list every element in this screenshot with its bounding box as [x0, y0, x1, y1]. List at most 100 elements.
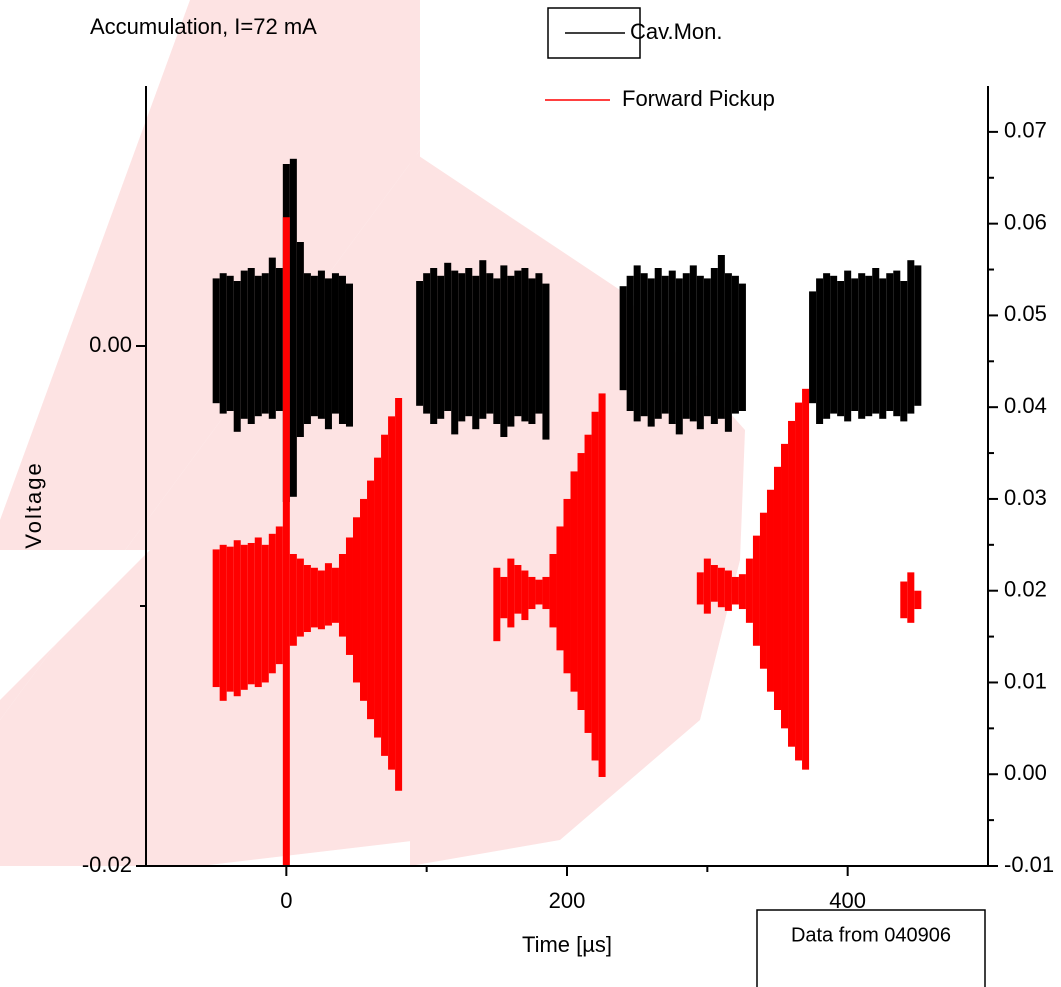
- range-bar: [661, 275, 669, 414]
- range-bar: [458, 273, 466, 422]
- range-bar: [570, 471, 578, 692]
- range-bar: [717, 255, 725, 419]
- range-bar: [493, 567, 501, 642]
- range-bar: [710, 565, 718, 602]
- range-bar: [851, 278, 859, 411]
- range-bar: [268, 533, 276, 674]
- range-bar: [493, 278, 501, 424]
- y2-tick-label: 0.01: [1004, 668, 1047, 693]
- range-bar: [872, 268, 880, 414]
- range-bar: [675, 278, 683, 435]
- range-bar: [759, 512, 767, 669]
- range-bar: [275, 526, 283, 665]
- y2-tick-label: 0.05: [1004, 301, 1047, 326]
- range-bar: [914, 265, 922, 406]
- range-bar: [900, 281, 908, 422]
- range-bar: [226, 275, 234, 411]
- range-bar: [724, 570, 732, 611]
- range-bar: [731, 275, 739, 414]
- range-bar: [717, 567, 725, 608]
- range-bar: [731, 576, 739, 605]
- x-tick-label: 200: [549, 888, 586, 913]
- y2-tick-label: 0.00: [1004, 760, 1047, 785]
- range-bar: [886, 273, 894, 411]
- range-bar: [381, 434, 389, 756]
- y2-tick-label: 0.02: [1004, 577, 1047, 602]
- range-bar: [703, 278, 711, 417]
- range-bar: [500, 265, 508, 437]
- range-bar: [773, 466, 782, 710]
- range-bar: [879, 278, 887, 419]
- range-bar: [233, 540, 241, 697]
- range-bar: [233, 281, 241, 432]
- range-bar: [254, 537, 262, 688]
- range-bar: [444, 262, 452, 411]
- y-tick-label: 0.00: [89, 332, 132, 357]
- y2-tick-label: 0.03: [1004, 485, 1047, 510]
- range-bar: [823, 273, 831, 419]
- range-bar: [395, 398, 403, 791]
- range-bar: [212, 549, 220, 688]
- range-bar: [367, 480, 375, 720]
- range-bar: [521, 570, 529, 621]
- range-bar: [710, 268, 718, 424]
- range-bar: [423, 273, 431, 414]
- range-bar: [479, 260, 487, 419]
- range-bar: [703, 558, 711, 614]
- range-bar: [549, 554, 557, 628]
- range-bar: [858, 273, 866, 419]
- range-bar: [668, 270, 676, 424]
- range-bar: [331, 273, 339, 414]
- range-bar: [802, 388, 810, 770]
- range-bar: [465, 268, 473, 417]
- range-bar: [416, 281, 424, 406]
- range-bar: [689, 265, 697, 422]
- range-bar: [472, 275, 480, 430]
- range-bar: [282, 217, 290, 867]
- range-bar: [507, 275, 515, 427]
- legend: Cav.Mon. Forward Pickup: [545, 19, 775, 111]
- legend-label: Cav.Mon.: [630, 19, 723, 44]
- range-bar: [317, 270, 325, 419]
- range-bar: [563, 498, 571, 674]
- range-bar: [781, 443, 789, 729]
- y-axis-label: Voltage: [21, 461, 46, 548]
- range-bar: [388, 416, 396, 770]
- legend-label: Forward Pickup: [622, 86, 775, 111]
- range-bar: [542, 576, 550, 610]
- range-bar: [598, 393, 606, 777]
- range-bar: [430, 268, 438, 424]
- range-bar: [219, 544, 227, 701]
- range-bar: [514, 270, 522, 417]
- range-bar: [626, 275, 634, 411]
- range-bar: [619, 286, 627, 391]
- range-bar: [844, 270, 852, 422]
- range-bar: [247, 268, 255, 424]
- range-bar: [584, 434, 592, 733]
- range-bar: [310, 275, 318, 417]
- range-bar: [240, 544, 248, 690]
- range-bar: [696, 572, 704, 605]
- range-bar: [219, 273, 227, 414]
- range-bar: [303, 565, 311, 632]
- range-bar: [345, 283, 353, 427]
- range-bar: [437, 275, 445, 419]
- y2-tick-label: -0.01: [1004, 852, 1054, 877]
- range-bar: [268, 257, 276, 419]
- range-bar: [500, 576, 508, 619]
- range-bar: [528, 278, 536, 424]
- range-bar: [360, 498, 368, 701]
- note-box: [756, 909, 986, 987]
- range-bar: [345, 537, 353, 655]
- range-bar: [296, 558, 304, 637]
- range-bar: [226, 546, 234, 692]
- range-bar: [682, 273, 690, 419]
- range-bar: [640, 273, 648, 417]
- range-bar: [240, 270, 248, 419]
- x-axis-label: Time [µs]: [522, 932, 612, 957]
- range-bar: [528, 576, 536, 610]
- range-bar: [752, 535, 760, 646]
- range-bar: [647, 278, 655, 427]
- range-bar: [914, 590, 922, 610]
